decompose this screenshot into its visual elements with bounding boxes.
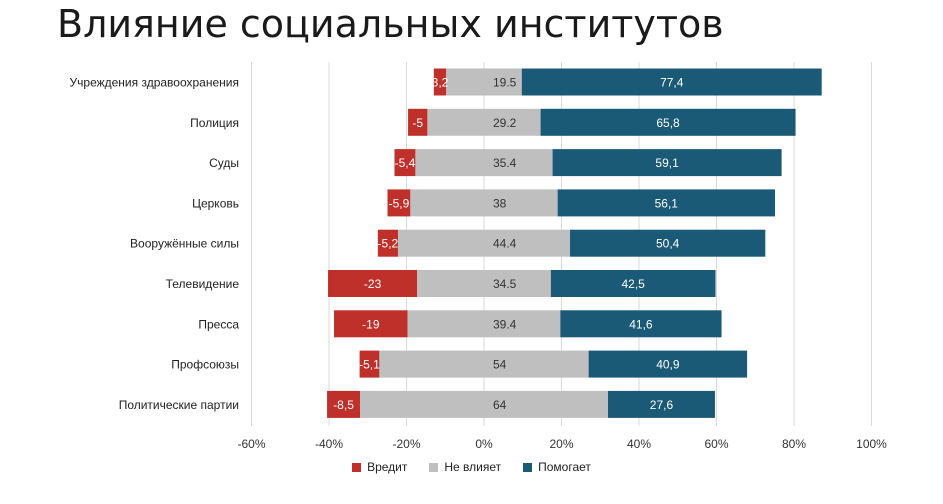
data-label-neutral: 29.2 [493, 116, 517, 130]
bar-neutral [397, 229, 571, 257]
bar-help [608, 390, 715, 418]
category-label: Учреждения здравоохранения [70, 76, 239, 90]
category-label: Церковь [192, 196, 239, 210]
bar-help [588, 350, 748, 378]
bar-harm [327, 390, 360, 418]
category-label: Телевидение [166, 277, 240, 291]
data-label-neutral: 64 [493, 398, 507, 412]
bar-harm [433, 68, 447, 96]
data-label-neutral: 38 [493, 196, 507, 210]
data-label-harm: -5,1 [359, 358, 380, 372]
x-tick-label: 20% [549, 437, 573, 451]
data-label-harm: -5,4 [395, 156, 416, 170]
category-label: Полиция [190, 116, 239, 130]
data-label-neutral: 39.4 [493, 317, 517, 331]
bar-help [552, 149, 782, 177]
data-label-help: 42,5 [622, 277, 646, 291]
bar-harm [328, 270, 418, 297]
bar-harm [387, 189, 411, 217]
legend-label: Вредит [367, 460, 408, 474]
data-label-neutral: 35.4 [493, 156, 517, 170]
data-label-harm: 3,2 [432, 76, 449, 90]
data-label-help: 41,6 [629, 317, 653, 331]
x-tick-label: 100% [856, 437, 887, 451]
bar-help [521, 68, 822, 96]
bar-neutral [417, 270, 551, 297]
bar-neutral [427, 108, 541, 136]
category-label: Суды [209, 156, 239, 170]
legend-item: Помогает [523, 460, 591, 474]
bar-neutral [360, 390, 608, 418]
x-tick-label: -40% [315, 437, 343, 451]
legend-item: Вредит [352, 460, 407, 474]
x-tick-label: -20% [392, 437, 420, 451]
data-label-help: 59,1 [655, 156, 679, 170]
bar-harm [377, 229, 398, 257]
x-tick-label: 40% [627, 437, 651, 451]
x-tick-label: -60% [237, 437, 265, 451]
data-label-neutral: 34.5 [493, 277, 517, 291]
category-label: Вооружённые силы [130, 237, 239, 251]
data-label-neutral: 44.4 [493, 237, 517, 251]
data-label-harm: -23 [364, 277, 382, 291]
legend: Вредит Не влияет Помогает [0, 460, 943, 474]
bar-help [557, 189, 776, 217]
data-label-neutral: 54 [493, 358, 507, 372]
data-label-help: 77,4 [660, 76, 684, 90]
bar-neutral [407, 310, 561, 338]
bar-harm [359, 350, 380, 378]
x-tick-label: 0% [475, 437, 493, 451]
legend-label: Не влияет [444, 460, 502, 474]
bar-help [540, 108, 796, 136]
bar-harm [394, 149, 416, 177]
bar-neutral [379, 350, 589, 378]
data-label-help: 27,6 [650, 398, 674, 412]
legend-swatch [523, 462, 533, 472]
legend-item: Не влияет [429, 460, 501, 474]
bar-neutral [415, 149, 553, 177]
legend-swatch [352, 462, 362, 472]
data-label-help: 56,1 [655, 196, 679, 210]
legend-swatch [429, 462, 439, 472]
data-label-help: 40,9 [656, 358, 680, 372]
data-label-harm: -8,5 [333, 398, 354, 412]
bar-harm [334, 310, 408, 338]
x-tick-label: 60% [704, 437, 728, 451]
data-label-harm: -19 [362, 317, 380, 331]
data-label-harm: -5 [412, 116, 423, 130]
data-label-harm: -5,2 [378, 237, 399, 251]
bar-harm [408, 108, 428, 136]
category-label: Профсоюзы [171, 358, 239, 372]
bar-help [550, 270, 716, 297]
legend-label: Помогает [538, 460, 591, 474]
bar-help [570, 229, 766, 257]
category-label: Политические партии [119, 398, 239, 412]
data-label-help: 65,8 [656, 116, 680, 130]
data-label-harm: -5,9 [389, 196, 410, 210]
data-label-neutral: 19.5 [493, 76, 517, 90]
data-label-help: 50,4 [656, 237, 680, 251]
bar-neutral [446, 68, 522, 96]
x-tick-label: 80% [782, 437, 806, 451]
bar-help [560, 310, 722, 338]
category-label: Пресса [198, 317, 239, 331]
chart-title: Влияние социальных институтов [57, 2, 724, 46]
bar-neutral [410, 189, 558, 217]
